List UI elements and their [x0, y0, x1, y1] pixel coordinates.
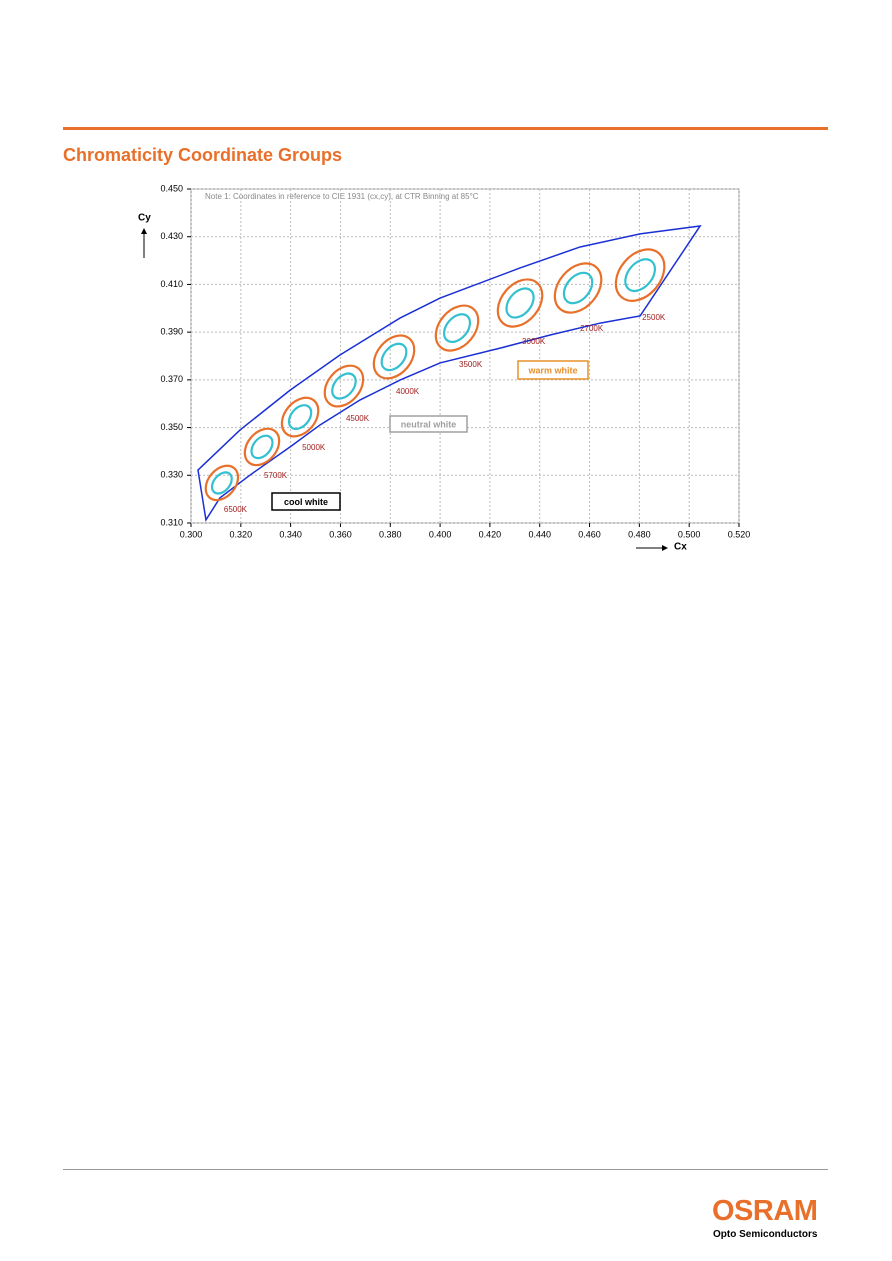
cct-label: 5000K: [302, 443, 326, 452]
y-axis-label: Cy: [138, 213, 151, 224]
brand-logo: OSRAM: [712, 1195, 818, 1227]
tolerance-ellipse-outer: [614, 248, 666, 302]
brand-tagline: Opto Semiconductors: [713, 1229, 818, 1240]
region-box: [271, 492, 341, 511]
x-tick-label: 0.460: [578, 529, 601, 539]
cct-label: 2700K: [580, 324, 604, 333]
tolerance-ellipse-inner: [210, 471, 233, 495]
tolerance-ellipse-outer: [496, 278, 544, 328]
tolerance-ellipse-outer: [204, 464, 240, 502]
tolerance-ellipse-inner: [624, 258, 656, 293]
cct-label: 4500K: [346, 414, 370, 423]
cct-label: 2500K: [642, 313, 666, 322]
x-tick-label: 0.400: [429, 529, 452, 539]
tolerance-ellipse-inner: [505, 287, 535, 319]
chart-note: Note 1: Coordinates in reference to CIE …: [205, 192, 479, 201]
region-label: neutral white: [401, 419, 457, 429]
cct-label: 5700K: [264, 471, 288, 480]
top-rule: [63, 127, 828, 130]
tolerance-ellipse-outer: [243, 427, 281, 467]
x-axis-label: Cx: [674, 542, 687, 553]
tolerance-ellipse-inner: [287, 404, 313, 431]
x-tick-label: 0.300: [180, 529, 203, 539]
y-tick-label: 0.410: [160, 279, 183, 289]
bin-outline: [197, 225, 702, 522]
y-tick-label: 0.330: [160, 470, 183, 480]
y-tick-label: 0.350: [160, 422, 183, 432]
tolerance-ellipse-outer: [372, 334, 416, 380]
x-tick-label: 0.500: [678, 529, 701, 539]
y-tick-label: 0.370: [160, 374, 183, 384]
region-label: warm white: [527, 365, 577, 375]
y-tick-label: 0.430: [160, 231, 183, 241]
x-tick-label: 0.420: [479, 529, 502, 539]
region-box: [389, 415, 468, 433]
tolerance-ellipse-outer: [280, 396, 320, 438]
tolerance-ellipse-inner: [250, 434, 274, 460]
x-tick-label: 0.380: [379, 529, 402, 539]
cct-label: 6500K: [224, 505, 248, 514]
x-tick-label: 0.520: [728, 529, 751, 539]
x-tick-label: 0.440: [528, 529, 551, 539]
y-tick-label: 0.310: [160, 517, 183, 527]
cct-label: 3500K: [459, 360, 483, 369]
cct-label: 4000K: [396, 387, 420, 396]
page-title: Chromaticity Coordinate Groups: [63, 145, 343, 165]
x-tick-label: 0.480: [628, 529, 651, 539]
tolerance-ellipse-outer: [323, 364, 365, 408]
tolerance-ellipse-inner: [380, 342, 408, 372]
x-tick-label: 0.340: [279, 529, 302, 539]
y-axis-arrowhead: [141, 228, 147, 234]
y-tick-label: 0.390: [160, 327, 183, 337]
cct-label: 3000K: [522, 337, 546, 346]
tolerance-ellipse-inner: [331, 372, 357, 400]
tolerance-ellipse-outer: [434, 304, 480, 352]
y-tick-label: 0.450: [160, 183, 183, 193]
region-label: cool white: [284, 497, 328, 507]
tolerance-ellipse-outer: [553, 262, 603, 314]
x-tick-label: 0.360: [329, 529, 352, 539]
tolerance-ellipse-inner: [442, 313, 472, 344]
tolerance-ellipse-inner: [562, 271, 594, 305]
region-box: [517, 360, 589, 380]
x-tick-label: 0.320: [230, 529, 253, 539]
bottom-rule: [63, 1169, 828, 1170]
x-axis-arrowhead: [662, 545, 668, 551]
chart: Note 1: Coordinates in reference to CIE …: [138, 183, 751, 553]
